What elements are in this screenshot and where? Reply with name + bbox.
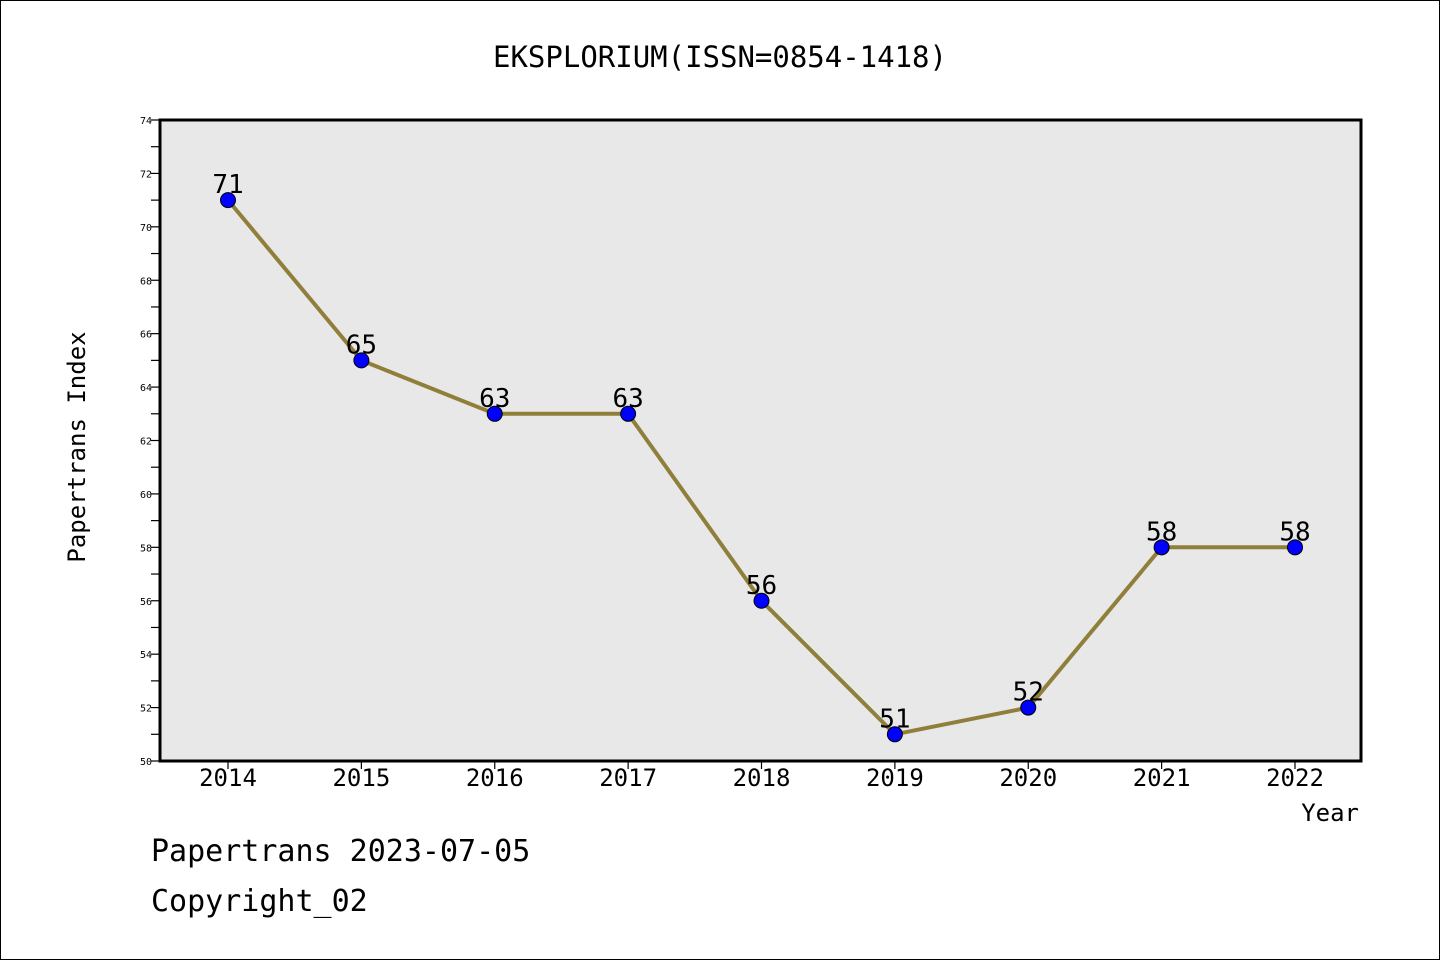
data-label: 52 xyxy=(1013,678,1044,708)
data-point xyxy=(886,726,903,743)
data-point xyxy=(353,352,370,369)
y-tick-label: 68 xyxy=(140,276,152,287)
y-axis: 50 52 54 56 58 60 62 64 66 68 70 72 74 xyxy=(140,116,160,768)
y-tick-label: 74 xyxy=(140,116,152,127)
data-point xyxy=(486,405,503,422)
data-label: 58 xyxy=(1146,517,1177,547)
x-tick-label: 2022 xyxy=(1266,764,1324,792)
data-label: 51 xyxy=(879,704,910,734)
y-tick-label: 72 xyxy=(140,169,152,180)
data-point xyxy=(620,405,637,422)
data-label: 56 xyxy=(746,571,777,601)
x-tick-label: 2018 xyxy=(733,764,791,792)
y-tick-label: 64 xyxy=(140,383,152,394)
x-tick-label: 2014 xyxy=(199,764,257,792)
y-tick-label: 66 xyxy=(140,330,152,341)
y-tick-label: 56 xyxy=(140,597,152,608)
data-label: 65 xyxy=(346,330,377,360)
x-tick-label: 2017 xyxy=(599,764,657,792)
data-point xyxy=(1153,539,1170,556)
data-point xyxy=(220,192,236,209)
x-tick-label: 2021 xyxy=(1133,764,1191,792)
data-point xyxy=(1287,539,1303,556)
y-tick-label: 52 xyxy=(140,704,152,715)
data-point xyxy=(1020,699,1037,716)
y-tick-label: 60 xyxy=(140,490,152,501)
y-tick-label: 70 xyxy=(140,223,152,234)
y-tick-label: 54 xyxy=(140,650,152,661)
x-axis-label: Year xyxy=(1301,799,1359,827)
data-label: 63 xyxy=(479,384,510,414)
series-layer: 71 65 63 63 56 51 52 58 58 xyxy=(212,170,1311,743)
y-tick-label: 58 xyxy=(140,543,152,554)
data-label: 58 xyxy=(1279,517,1310,547)
data-point xyxy=(753,592,770,609)
footer-date: Papertrans 2023-07-05 xyxy=(151,834,531,869)
x-axis: 2014 2015 2016 2017 2018 2019 2020 2021 2022 xyxy=(199,761,1324,792)
y-axis-label: Papertrans Index xyxy=(63,331,91,562)
x-tick-label: 2019 xyxy=(866,764,924,792)
x-tick-label: 2015 xyxy=(332,764,390,792)
footer-copyright: Copyright_02 xyxy=(151,884,368,919)
plot-area xyxy=(158,118,1363,763)
chart-title: EKSPLORIUM(ISSN=0854-1418) xyxy=(493,40,947,74)
data-label: 63 xyxy=(612,384,643,414)
x-tick-label: 2020 xyxy=(999,764,1057,792)
y-tick-label: 62 xyxy=(140,437,152,448)
y-tick-label: 50 xyxy=(140,757,152,768)
x-tick-label: 2016 xyxy=(466,764,524,792)
data-label: 71 xyxy=(212,170,243,200)
